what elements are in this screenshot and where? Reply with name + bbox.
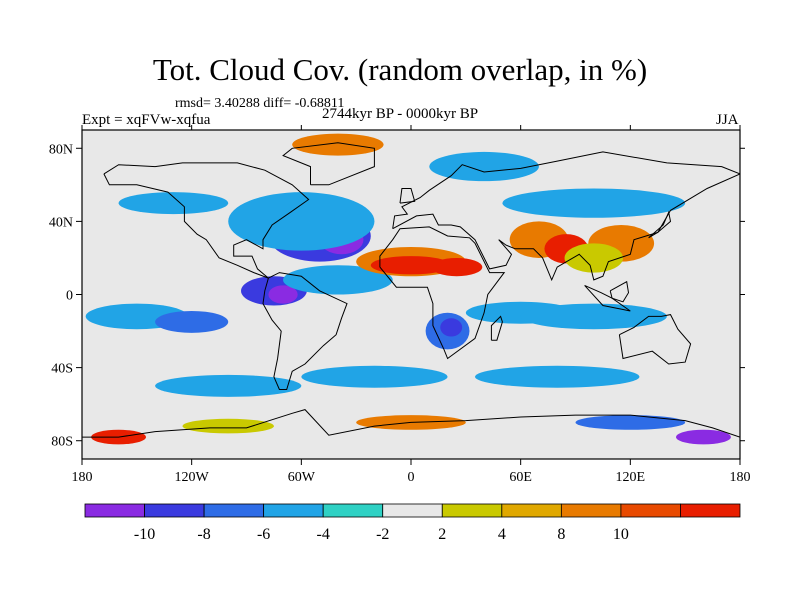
stats-label: rmsd= 3.40288 diff= -0.68811 — [175, 96, 345, 111]
lon-tick-label: 120E — [616, 470, 646, 485]
colorbar-label: 2 — [438, 526, 446, 543]
anomaly-patch — [502, 188, 686, 218]
map-background — [82, 130, 740, 459]
anomaly-patch — [676, 429, 731, 445]
coastline-path — [584, 284, 631, 312]
anomaly-patch — [155, 374, 302, 397]
lon-tick-label: 0 — [408, 470, 415, 485]
period-label: 2744kyr BP - 0000kyr BP — [322, 106, 479, 122]
anomaly-patch — [301, 365, 448, 388]
anomaly-patch — [431, 257, 483, 277]
anomaly-patch — [155, 310, 229, 333]
lon-tick-label: 60E — [509, 470, 532, 485]
colorbar-label: -4 — [317, 526, 330, 543]
coastline-path — [82, 409, 740, 438]
coastline-path — [282, 142, 375, 186]
coastline-path — [262, 272, 348, 390]
lon-tick-label: 60W — [288, 470, 316, 485]
coastline-path — [379, 226, 506, 360]
coastline-path — [609, 280, 630, 303]
coastline-path — [618, 314, 692, 365]
anomaly-patch — [440, 318, 463, 337]
colorbar-swatch — [441, 503, 503, 518]
colorbar-swatch — [263, 503, 324, 518]
experiment-label: Expt = xqFVw-xqfua — [82, 112, 211, 128]
plot-title: Tot. Cloud Cov. (random overlap, in %) — [152, 52, 648, 87]
anomaly-patch — [564, 243, 624, 273]
colorbar-swatch — [203, 503, 265, 518]
colorbar-label: -6 — [257, 526, 270, 543]
coastline-path — [399, 188, 416, 204]
coastline-path — [392, 151, 740, 282]
coastline-path — [648, 210, 672, 239]
colorbar-label: -8 — [197, 526, 210, 543]
anomaly-layer — [85, 133, 731, 445]
colorbar-swatch — [501, 503, 562, 518]
anomaly-patch — [182, 418, 274, 434]
anomaly-patch — [429, 151, 539, 182]
colorbar-label: -10 — [134, 526, 155, 543]
lat-tick-label: 40S — [51, 362, 73, 377]
colorbar-label: -2 — [376, 526, 389, 543]
colorbar-swatch — [382, 503, 443, 518]
colorbar-label: 4 — [498, 526, 506, 543]
colorbar-label: 10 — [613, 526, 629, 543]
lat-tick-label: 0 — [66, 289, 73, 304]
lon-tick-label: 180 — [730, 470, 751, 485]
colorbar-swatch — [322, 503, 384, 518]
colorbar: -10 -8 -6 -4 -2 2 4 8 10 — [84, 503, 741, 543]
anomaly-patch — [268, 285, 298, 304]
anomaly-patch — [292, 133, 384, 156]
colorbar-swatch — [84, 503, 145, 518]
lon-tick-label: 180 — [72, 470, 93, 485]
lat-tick-label: 80N — [49, 142, 73, 157]
anomaly-patch — [118, 192, 229, 215]
coastline-path — [490, 315, 503, 341]
anomaly-patch — [575, 415, 686, 430]
lat-tick-label: 80S — [51, 435, 73, 450]
coastline-path — [103, 162, 310, 279]
map-fill — [82, 130, 740, 459]
axis-ticks: 180 120W 60W 0 60E 120E 180 80N 40N 0 40S 80S — [49, 125, 751, 485]
anomaly-patch — [283, 265, 393, 295]
colorbar-label: 8 — [557, 526, 565, 543]
colorbar-swatch — [560, 503, 622, 518]
lon-tick-label: 120W — [175, 470, 210, 485]
colorbar-swatch — [144, 503, 205, 518]
season-label: JJA — [716, 112, 739, 128]
anomaly-patch — [370, 256, 452, 275]
colorbar-swatch — [620, 503, 681, 518]
colorbar-swatch — [680, 503, 741, 518]
coastlines — [82, 142, 740, 438]
anomaly-patch — [520, 303, 667, 330]
anomaly-patch — [474, 365, 640, 388]
lat-tick-label: 40N — [49, 215, 73, 230]
